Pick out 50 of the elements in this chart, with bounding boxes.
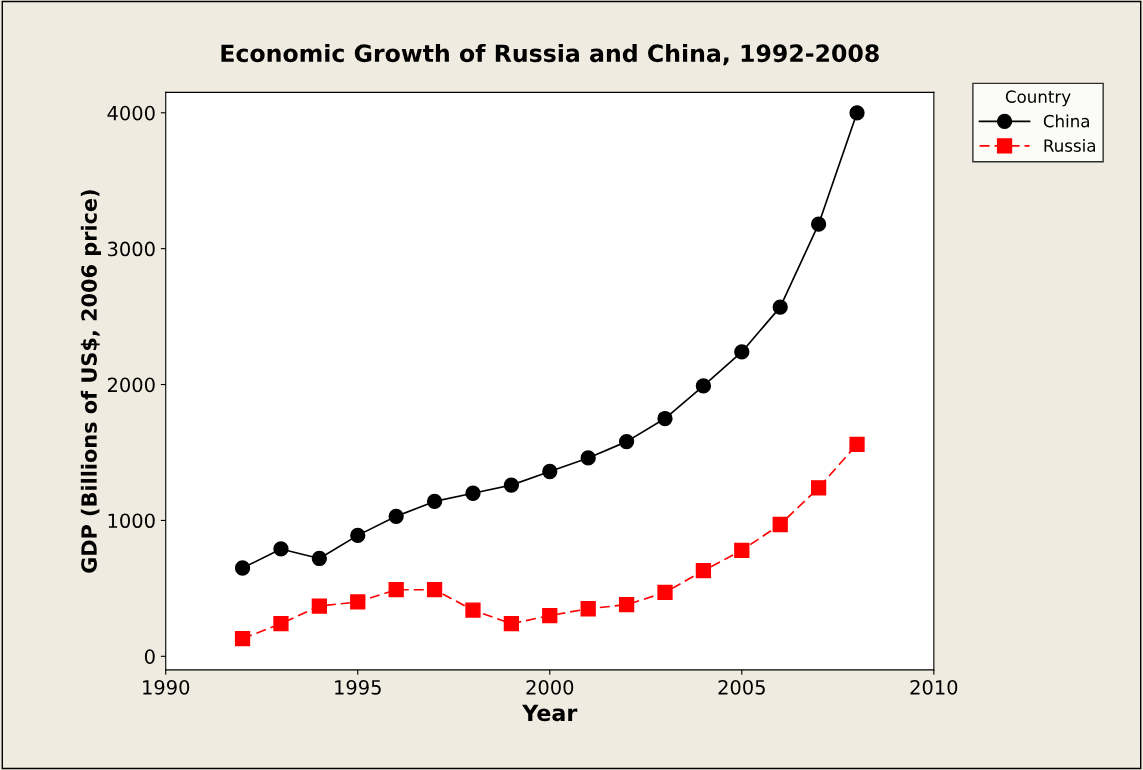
y-tick-label: 2000	[107, 377, 155, 393]
chart-title: Economic Growth of Russia and China, 1992-2008	[221, 43, 879, 66]
point	[734, 344, 750, 360]
point	[234, 560, 251, 576]
legend-title: Country	[1005, 90, 1071, 107]
point	[465, 602, 481, 618]
point	[618, 597, 635, 613]
point	[273, 541, 289, 557]
point	[695, 378, 712, 394]
point	[849, 105, 865, 121]
point	[734, 542, 750, 558]
point	[657, 410, 673, 427]
x-tick-label: 2005	[718, 679, 765, 695]
x-tick-label: 2010	[910, 679, 958, 695]
point	[580, 601, 596, 617]
point	[311, 550, 327, 567]
legend-label: Russia	[1044, 139, 1095, 152]
point	[311, 598, 327, 614]
point	[234, 631, 251, 647]
y-tick-label: 4000	[107, 105, 155, 121]
point	[580, 450, 596, 466]
point	[426, 582, 443, 598]
point	[657, 584, 673, 601]
point	[695, 563, 712, 579]
point	[350, 527, 366, 544]
point	[772, 299, 788, 315]
legend-label: China	[1043, 114, 1089, 128]
x-tick-label: 2000	[526, 679, 574, 695]
point	[350, 594, 366, 610]
point	[388, 582, 404, 598]
point	[503, 477, 520, 493]
point	[426, 493, 443, 510]
y-tick-label: 1000	[108, 513, 155, 529]
x-tick-label: 1995	[335, 679, 381, 695]
point	[273, 616, 289, 632]
point	[849, 436, 865, 452]
y-tick-label: 3000	[108, 241, 155, 257]
y-tick-label: 0	[144, 649, 155, 664]
point	[388, 508, 404, 524]
point	[810, 216, 827, 232]
point	[810, 480, 827, 496]
x-tick-label: 1990	[143, 679, 190, 695]
y-axis-title: GDP (Billions of US$, 2006 price)	[80, 190, 101, 573]
point	[465, 485, 481, 501]
point	[542, 463, 558, 480]
point	[542, 607, 558, 624]
point	[772, 516, 788, 533]
x-axis-title: Year	[522, 704, 578, 722]
point	[503, 616, 520, 632]
point	[618, 433, 635, 450]
